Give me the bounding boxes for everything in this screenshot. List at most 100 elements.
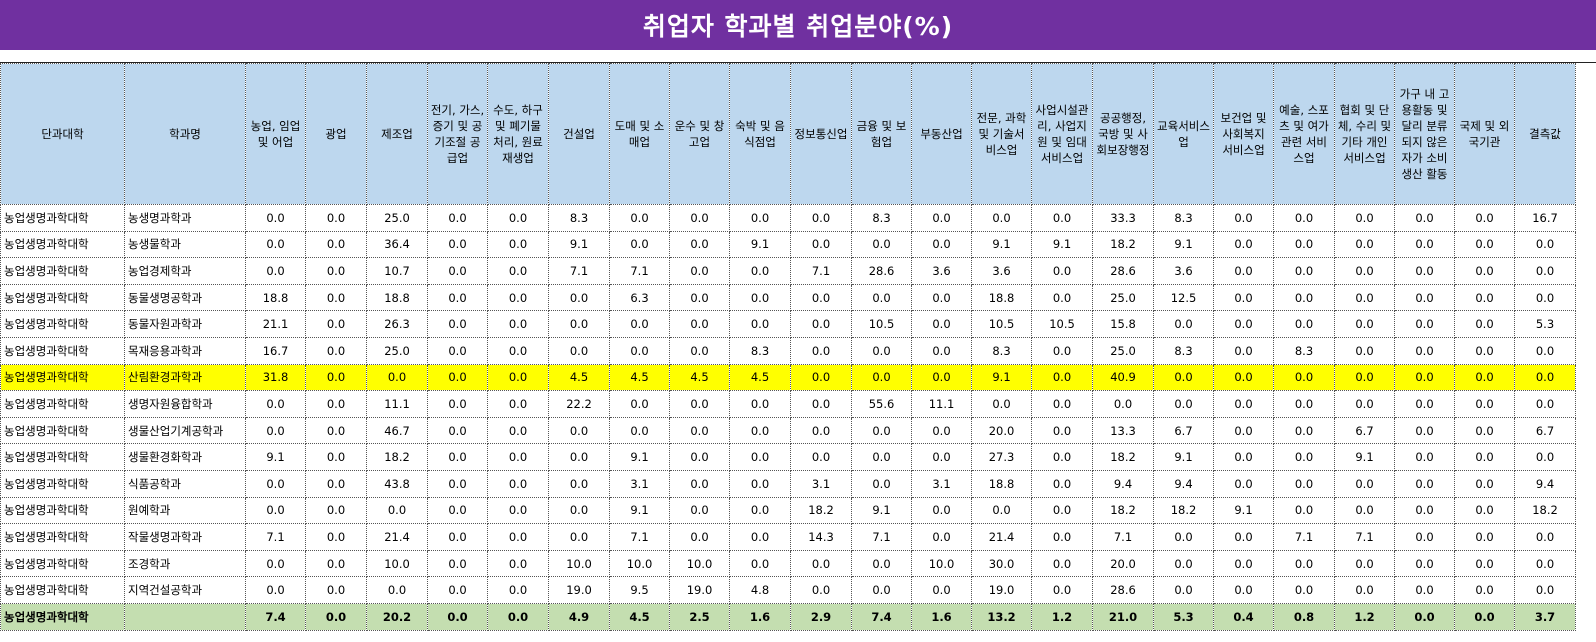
value-cell[interactable]: 0.0: [1454, 496, 1515, 525]
value-cell[interactable]: 0.0: [1514, 443, 1576, 471]
column-header[interactable]: 결측값: [1514, 63, 1576, 205]
value-cell[interactable]: 0.0: [790, 336, 852, 365]
dept-cell[interactable]: [124, 602, 246, 631]
value-cell[interactable]: 0.0: [971, 204, 1032, 232]
value-cell[interactable]: 0.0: [1213, 204, 1274, 232]
value-cell[interactable]: 0.0: [305, 496, 367, 525]
value-cell[interactable]: 18.2: [1153, 496, 1214, 525]
value-cell[interactable]: 0.0: [911, 283, 972, 312]
value-cell[interactable]: 3.1: [911, 469, 972, 498]
value-cell[interactable]: 0.0: [1454, 549, 1515, 578]
value-cell[interactable]: 0.0: [487, 283, 549, 312]
value-cell[interactable]: 0.0: [729, 310, 791, 338]
value-cell[interactable]: 0.0: [245, 390, 306, 418]
value-cell[interactable]: 0.0: [487, 576, 549, 604]
value-cell[interactable]: 0.0: [1213, 576, 1274, 604]
value-cell[interactable]: 0.0: [1454, 443, 1515, 471]
value-cell[interactable]: 0.0: [1213, 416, 1274, 445]
value-cell[interactable]: 0.0: [1213, 523, 1274, 551]
value-cell[interactable]: 0.0: [911, 204, 972, 232]
value-cell[interactable]: 9.1: [548, 230, 610, 259]
value-cell[interactable]: 0.0: [1454, 336, 1515, 365]
value-cell[interactable]: 21.4: [366, 523, 428, 551]
value-cell[interactable]: 0.0: [427, 496, 488, 525]
value-cell[interactable]: 0.0: [1394, 443, 1455, 471]
value-cell[interactable]: 0.0: [1454, 310, 1515, 338]
value-cell[interactable]: 0.0: [790, 310, 852, 338]
value-cell[interactable]: 0.0: [1213, 443, 1274, 471]
dept-cell[interactable]: 산림환경과학과: [124, 363, 246, 392]
college-cell[interactable]: 농업생명과학대학: [0, 602, 125, 631]
value-cell[interactable]: 0.0: [1514, 549, 1576, 578]
column-header[interactable]: 전기, 가스, 증기 및 공기조절 공급업: [427, 63, 488, 205]
value-cell[interactable]: 0.0: [1334, 257, 1395, 285]
value-cell[interactable]: 10.5: [851, 310, 912, 338]
value-cell[interactable]: 0.0: [1031, 549, 1093, 578]
dept-cell[interactable]: 동물생명공학과: [124, 283, 246, 312]
value-cell[interactable]: 0.0: [1394, 283, 1455, 312]
value-cell[interactable]: 0.0: [245, 257, 306, 285]
value-cell[interactable]: 4.8: [729, 576, 791, 604]
value-cell[interactable]: 27.3: [971, 443, 1032, 471]
value-cell[interactable]: 0.0: [790, 576, 852, 604]
value-cell[interactable]: 0.0: [669, 416, 730, 445]
value-cell[interactable]: 0.0: [1394, 496, 1455, 525]
value-cell[interactable]: 0.0: [790, 549, 852, 578]
value-cell[interactable]: 0.0: [1213, 469, 1274, 498]
value-cell[interactable]: 18.8: [971, 469, 1032, 498]
column-header[interactable]: 국제 및 외국기관: [1454, 63, 1515, 205]
college-cell[interactable]: 농업생명과학대학: [0, 204, 125, 232]
value-cell[interactable]: 2.5: [669, 602, 730, 631]
value-cell[interactable]: 0.0: [427, 204, 488, 232]
value-cell[interactable]: 0.0: [911, 443, 972, 471]
value-cell[interactable]: 20.2: [366, 602, 428, 631]
value-cell[interactable]: 0.0: [1454, 230, 1515, 259]
value-cell[interactable]: 0.0: [851, 363, 912, 392]
value-cell[interactable]: 0.0: [548, 336, 610, 365]
value-cell[interactable]: 0.0: [1213, 336, 1274, 365]
value-cell[interactable]: 0.0: [971, 390, 1032, 418]
value-cell[interactable]: 0.0: [1273, 363, 1335, 392]
value-cell[interactable]: 9.1: [971, 363, 1032, 392]
value-cell[interactable]: 0.0: [427, 576, 488, 604]
value-cell[interactable]: 0.0: [1213, 257, 1274, 285]
value-cell[interactable]: 0.0: [1394, 576, 1455, 604]
college-cell[interactable]: 농업생명과학대학: [0, 416, 125, 445]
value-cell[interactable]: 0.8: [1273, 602, 1335, 631]
value-cell[interactable]: 7.1: [1334, 523, 1395, 551]
column-header[interactable]: 예술, 스포츠 및 여가 관련 서비스업: [1273, 63, 1335, 205]
column-header[interactable]: 전문, 과학 및 기술서비스업: [971, 63, 1032, 205]
column-header[interactable]: 농업, 임업 및 어업: [245, 63, 306, 205]
value-cell[interactable]: 0.0: [609, 310, 670, 338]
college-cell[interactable]: 농업생명과학대학: [0, 257, 125, 285]
value-cell[interactable]: 0.0: [427, 257, 488, 285]
value-cell[interactable]: 30.0: [971, 549, 1032, 578]
column-header[interactable]: 광업: [305, 63, 367, 205]
value-cell[interactable]: 0.0: [851, 283, 912, 312]
value-cell[interactable]: 18.2: [1092, 443, 1154, 471]
column-header[interactable]: 교육서비스업: [1153, 63, 1214, 205]
dept-cell[interactable]: 생물산업기계공학과: [124, 416, 246, 445]
value-cell[interactable]: 10.7: [366, 257, 428, 285]
value-cell[interactable]: 9.1: [851, 496, 912, 525]
college-cell[interactable]: 농업생명과학대학: [0, 549, 125, 578]
value-cell[interactable]: 5.3: [1153, 602, 1214, 631]
value-cell[interactable]: 9.1: [1031, 230, 1093, 259]
value-cell[interactable]: 0.0: [427, 416, 488, 445]
value-cell[interactable]: 0.0: [911, 310, 972, 338]
value-cell[interactable]: 0.0: [851, 469, 912, 498]
value-cell[interactable]: 9.1: [1213, 496, 1274, 525]
value-cell[interactable]: 0.0: [1514, 390, 1576, 418]
value-cell[interactable]: 22.2: [548, 390, 610, 418]
value-cell[interactable]: 6.3: [609, 283, 670, 312]
column-header[interactable]: 사업시설관리, 사업지원 및 임대서비스업: [1031, 63, 1093, 205]
value-cell[interactable]: 19.0: [548, 576, 610, 604]
value-cell[interactable]: 10.0: [548, 549, 610, 578]
value-cell[interactable]: 8.3: [729, 336, 791, 365]
value-cell[interactable]: 0.0: [245, 416, 306, 445]
value-cell[interactable]: 0.0: [729, 283, 791, 312]
value-cell[interactable]: 0.0: [548, 496, 610, 525]
value-cell[interactable]: 0.0: [366, 496, 428, 525]
value-cell[interactable]: 0.0: [609, 336, 670, 365]
value-cell[interactable]: 0.0: [1273, 416, 1335, 445]
